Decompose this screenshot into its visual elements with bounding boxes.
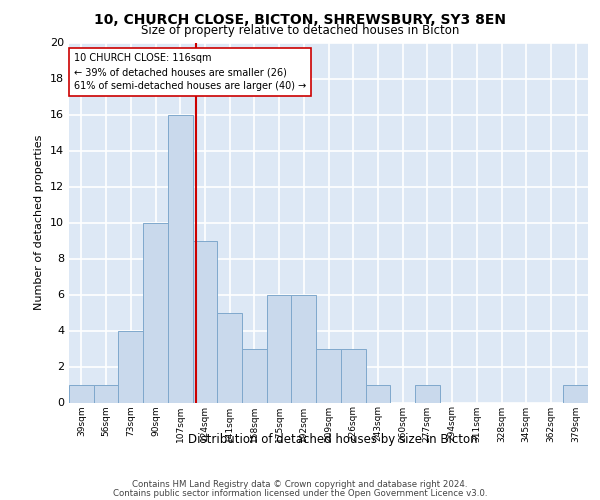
Text: Size of property relative to detached houses in Bicton: Size of property relative to detached ho… <box>141 24 459 37</box>
Bar <box>267 294 292 403</box>
Text: 10 CHURCH CLOSE: 116sqm
← 39% of detached houses are smaller (26)
61% of semi-de: 10 CHURCH CLOSE: 116sqm ← 39% of detache… <box>74 54 307 92</box>
Bar <box>143 222 168 402</box>
Bar <box>242 348 267 403</box>
Bar <box>118 330 143 402</box>
Bar <box>563 384 588 402</box>
Bar <box>193 240 217 402</box>
Bar <box>415 384 440 402</box>
Bar <box>292 294 316 403</box>
Y-axis label: Number of detached properties: Number of detached properties <box>34 135 44 310</box>
Bar <box>365 384 390 402</box>
Text: Distribution of detached houses by size in Bicton: Distribution of detached houses by size … <box>188 432 478 446</box>
Bar <box>168 114 193 403</box>
Bar <box>341 348 365 403</box>
Bar <box>94 384 118 402</box>
Bar <box>217 312 242 402</box>
Bar <box>316 348 341 403</box>
Text: Contains public sector information licensed under the Open Government Licence v3: Contains public sector information licen… <box>113 488 487 498</box>
Bar <box>69 384 94 402</box>
Text: Contains HM Land Registry data © Crown copyright and database right 2024.: Contains HM Land Registry data © Crown c… <box>132 480 468 489</box>
Text: 10, CHURCH CLOSE, BICTON, SHREWSBURY, SY3 8EN: 10, CHURCH CLOSE, BICTON, SHREWSBURY, SY… <box>94 12 506 26</box>
